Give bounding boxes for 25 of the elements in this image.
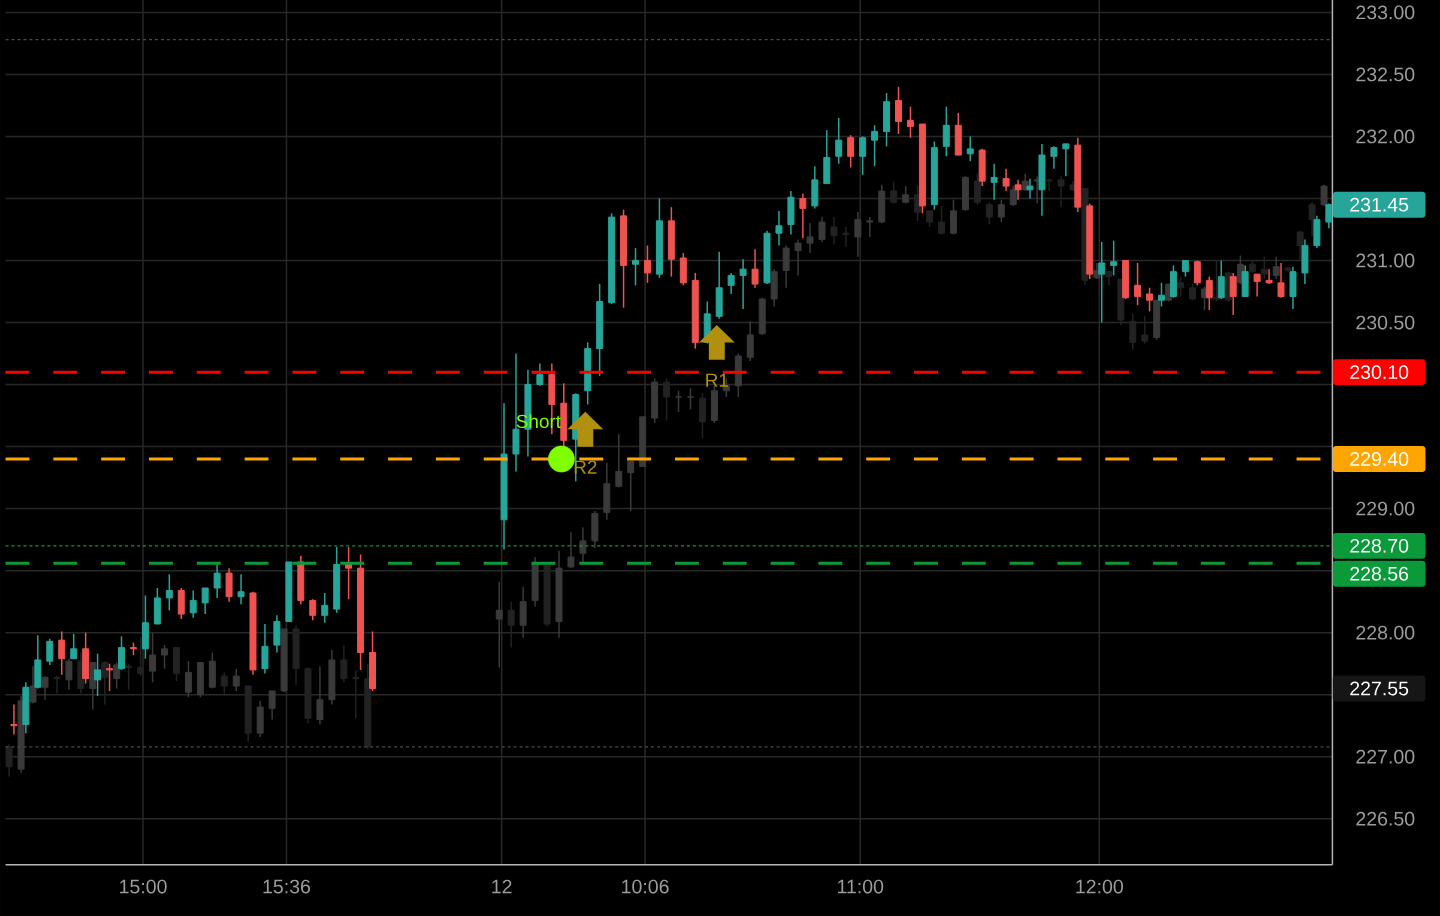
x-tick-label: 15:00 <box>120 879 167 894</box>
point <box>567 411 604 447</box>
y-tick-label: 229.00 <box>1356 501 1415 516</box>
x-tick-label: 10:06 <box>622 879 669 894</box>
y-tick-label: 232.50 <box>1356 67 1415 82</box>
x-tick-label: 12 <box>492 879 512 894</box>
ref-line-label: 230.10 <box>1350 365 1409 379</box>
y-tick-label: 226.50 <box>1356 811 1415 826</box>
x-tick-label: 12:00 <box>1076 879 1123 894</box>
text: 231.45 <box>1350 197 1409 212</box>
ref-line-label: 228.70 <box>1350 538 1409 553</box>
point <box>548 445 575 473</box>
data-label: R1 <box>706 373 728 387</box>
y-tick-label: 232.00 <box>1356 129 1415 144</box>
y-tick-label: 228.00 <box>1356 625 1415 640</box>
x-tick-label: 11:00 <box>838 879 884 894</box>
y-tick-label: 230.50 <box>1356 315 1415 330</box>
x-tick-label: 15:36 <box>263 879 311 894</box>
y-tick-label: 233.00 <box>1356 5 1415 20</box>
y-tick-label: 227.00 <box>1356 749 1415 764</box>
point <box>698 324 735 360</box>
text: 227.55 <box>1350 681 1409 696</box>
ref-line-label: 228.56 <box>1350 566 1409 581</box>
y-tick-label: 231.00 <box>1356 253 1415 268</box>
ref-line-label: 229.40 <box>1350 451 1409 466</box>
